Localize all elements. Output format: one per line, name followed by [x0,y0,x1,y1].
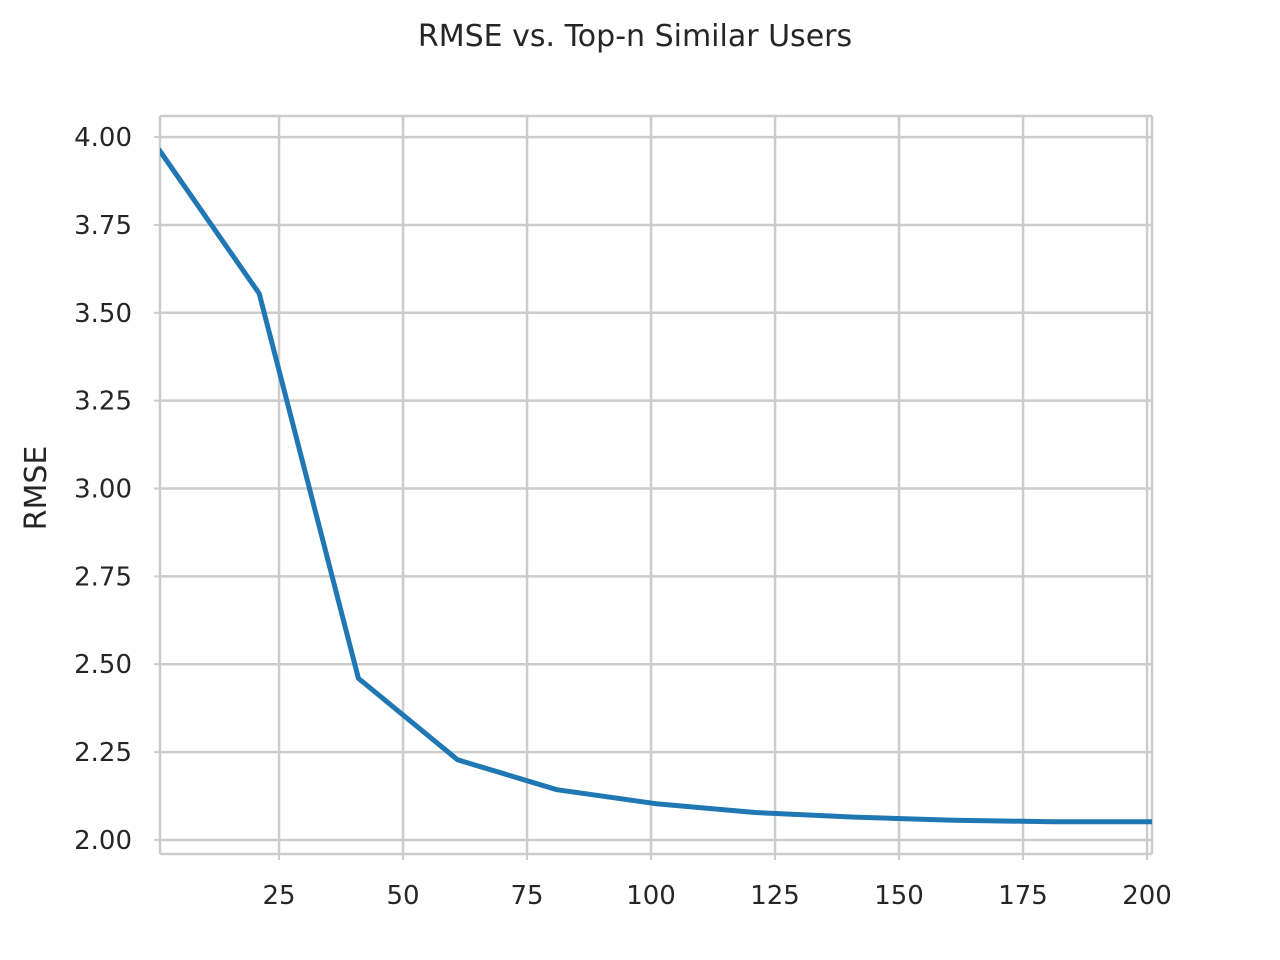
series-line-rmse [160,147,1152,825]
y-tick-label: 4.00 [74,123,132,153]
x-tick-label: 125 [750,881,800,911]
x-tick-label: 150 [874,881,924,911]
y-tick-label: 3.75 [74,211,132,241]
plot-area: 2.00 2.25 2.50 2.75 3.00 3.25 3.50 3.75 4.00 25 5… [74,114,1172,911]
chart-title: RMSE vs. Top-n Similar Users [418,19,852,54]
plot-frame [158,114,1154,856]
x-tick-label: 25 [262,881,295,911]
x-tick-label: 100 [626,881,676,911]
x-tick-label: 50 [386,881,419,911]
y-tick-label: 2.50 [74,650,132,680]
x-gridlines [277,116,1149,860]
x-tick-label: 175 [998,881,1048,911]
y-tick-label: 2.25 [74,738,132,768]
y-tick-labels: 2.00 2.25 2.50 2.75 3.00 3.25 3.50 3.75 4.00 [74,123,132,856]
series-group [160,147,1152,825]
x-tick-labels: 25 50 75 100 125 150 175 200 [262,881,1171,911]
y-axis-label: RMSE [19,446,54,531]
y-tick-label: 3.00 [74,475,132,505]
x-tick-label: 200 [1122,881,1172,911]
y-tick-label: 2.75 [74,562,132,592]
y-gridlines [154,135,1152,842]
x-tick-label: 75 [510,881,543,911]
y-tick-label: 3.25 [74,387,132,417]
y-tick-label: 3.50 [74,299,132,329]
y-tick-label: 2.00 [74,826,132,856]
